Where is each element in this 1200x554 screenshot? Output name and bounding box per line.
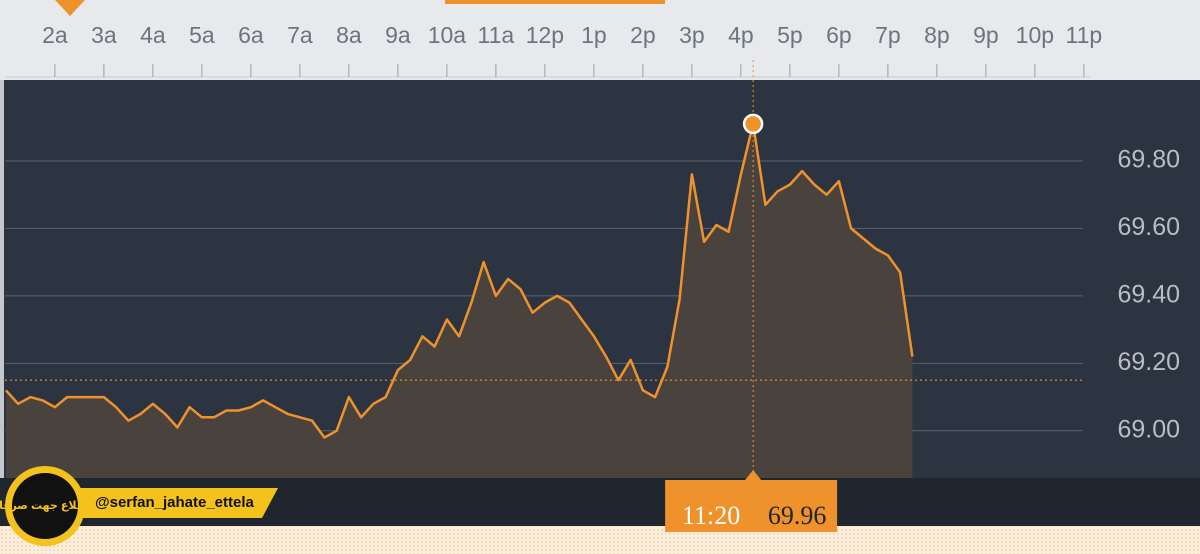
bottom-strip [0, 526, 1200, 554]
area [5, 123, 913, 479]
x-tick-label: 7a [287, 22, 313, 48]
x-tick-label: 8a [336, 22, 362, 48]
time-axis-strip [0, 0, 1200, 80]
crosshair-time: 11:20 [682, 501, 740, 530]
x-tick-label: 5p [777, 22, 803, 48]
x-tick-label: 6p [826, 22, 852, 48]
y-tick-label: 69.00 [1117, 415, 1180, 443]
crosshair-label-bg [665, 480, 838, 532]
x-tick-label: 11p [1066, 22, 1103, 48]
line [4, 122, 914, 439]
x-tick-label: 4p [728, 22, 754, 48]
y-tick-label: 69.60 [1117, 213, 1180, 241]
crosshair-dot [742, 113, 764, 135]
x-tick-label: 4a [140, 22, 166, 48]
crosshair-value: 69.96 [768, 501, 827, 530]
x-tick-label: 1p [581, 22, 607, 48]
y-tick-label: 69.40 [1117, 280, 1180, 308]
range-indicator [445, 0, 665, 4]
x-tick-label: 5a [189, 22, 215, 48]
y-tick-label: 69.20 [1117, 348, 1180, 376]
watermark-handle: @serfan_jahate_ettela [95, 494, 255, 511]
x-tick-label: 11a [478, 22, 515, 48]
watermark-bg [70, 488, 278, 518]
logo-text: اطلاع جهت صرفا [0, 500, 91, 512]
x-tick-label: 12p [526, 22, 564, 48]
x-tick-label: 7p [875, 22, 901, 48]
crosshair-pointer [745, 470, 762, 480]
x-tick-label: 8p [924, 22, 950, 48]
x-tick-label: 2a [42, 22, 68, 48]
x-tick-label: 3p [679, 22, 705, 48]
logo-inner [12, 473, 78, 539]
y-tick-label: 69.80 [1117, 146, 1180, 174]
x-tick-label: 6a [238, 22, 264, 48]
x-tick-label: 2p [630, 22, 656, 48]
left-border [0, 80, 4, 480]
range-handle[interactable] [55, 0, 85, 16]
x-tick-label: 10p [1016, 22, 1054, 48]
x-tick-label: 9a [385, 22, 411, 48]
plot: 69.00 69.20 69.40 69.60 69.80 2a 3a 4a 5a 6a 7a 8a 9… [4, 22, 1180, 479]
x-tick-label: 3a [91, 22, 117, 48]
x-tick-label: 9p [973, 22, 999, 48]
x-tick-label: 10a [428, 22, 467, 48]
watermark: @serfan_jahate_ettela اطلاع جهت صرفا [0, 466, 278, 546]
